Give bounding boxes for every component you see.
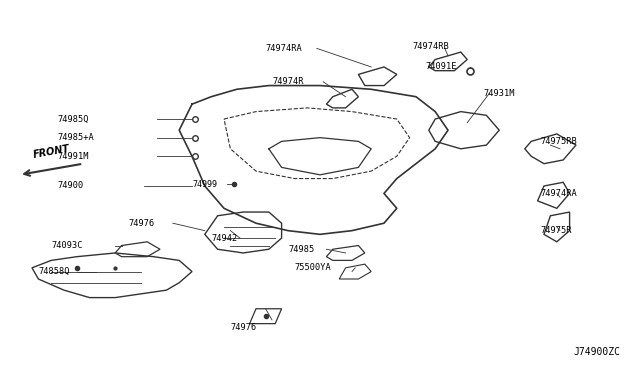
Text: 74999: 74999 xyxy=(192,180,217,189)
Text: 74931M: 74931M xyxy=(483,89,515,97)
Text: 74974R: 74974R xyxy=(272,77,303,86)
Text: 74975RB: 74975RB xyxy=(541,137,577,146)
Text: FRONT: FRONT xyxy=(32,144,70,160)
Text: 75500YA: 75500YA xyxy=(294,263,331,272)
Text: 74858Q: 74858Q xyxy=(38,267,70,276)
Text: 74985+A: 74985+A xyxy=(58,133,94,142)
Text: 74974RA: 74974RA xyxy=(266,44,302,53)
Text: 74942: 74942 xyxy=(211,234,237,243)
Text: 74974RB: 74974RB xyxy=(413,42,449,51)
Text: 74091E: 74091E xyxy=(426,62,457,71)
Text: 74976: 74976 xyxy=(128,219,154,228)
Text: 74985: 74985 xyxy=(288,245,314,254)
Text: 74900: 74900 xyxy=(58,182,84,190)
Text: 74976: 74976 xyxy=(230,323,257,332)
Text: 74093C: 74093C xyxy=(51,241,83,250)
Text: 74991M: 74991M xyxy=(58,152,89,161)
Text: 74985Q: 74985Q xyxy=(58,115,89,124)
Text: 74975R: 74975R xyxy=(541,226,572,235)
Text: 74974RA: 74974RA xyxy=(541,189,577,198)
Text: J74900ZC: J74900ZC xyxy=(574,347,621,357)
